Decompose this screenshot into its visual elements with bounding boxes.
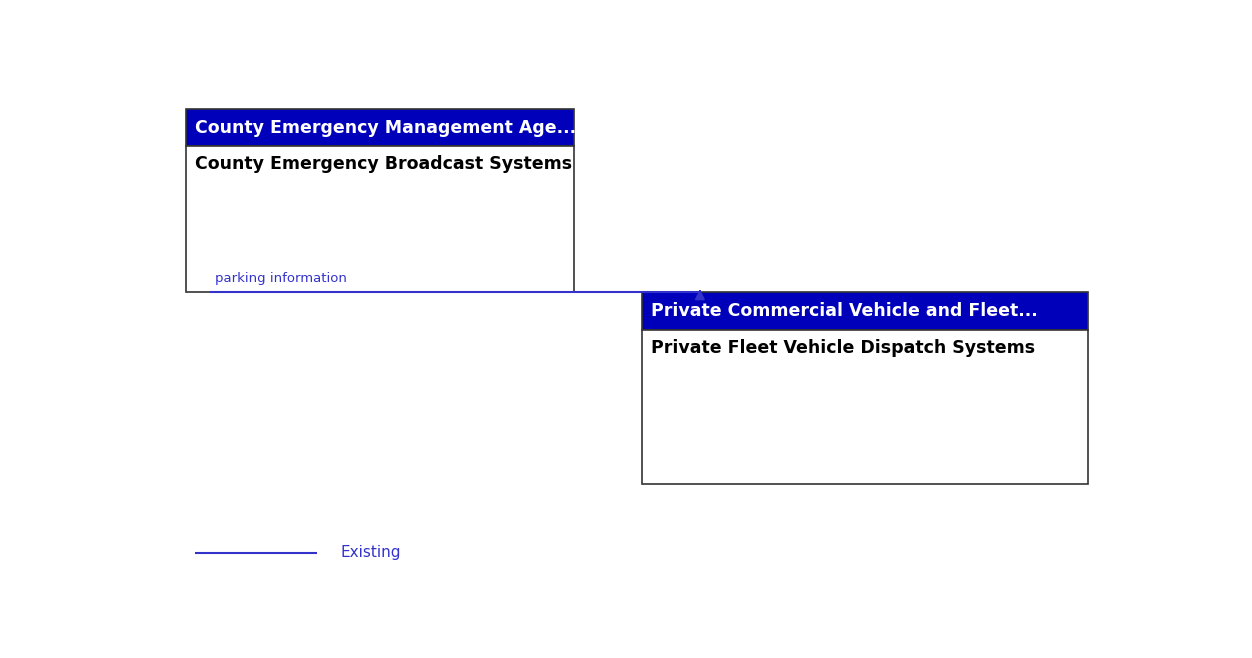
Text: Private Fleet Vehicle Dispatch Systems: Private Fleet Vehicle Dispatch Systems bbox=[651, 340, 1035, 357]
Text: Private Commercial Vehicle and Fleet...: Private Commercial Vehicle and Fleet... bbox=[651, 302, 1038, 320]
Bar bbox=[641, 330, 1088, 484]
Text: Existing: Existing bbox=[341, 545, 402, 560]
Bar bbox=[185, 146, 573, 291]
Text: County Emergency Broadcast Systems: County Emergency Broadcast Systems bbox=[195, 155, 572, 173]
Text: parking information: parking information bbox=[215, 272, 347, 285]
Bar bbox=[641, 291, 1088, 330]
Bar bbox=[185, 109, 573, 146]
Text: County Emergency Management Age...: County Emergency Management Age... bbox=[195, 118, 576, 137]
